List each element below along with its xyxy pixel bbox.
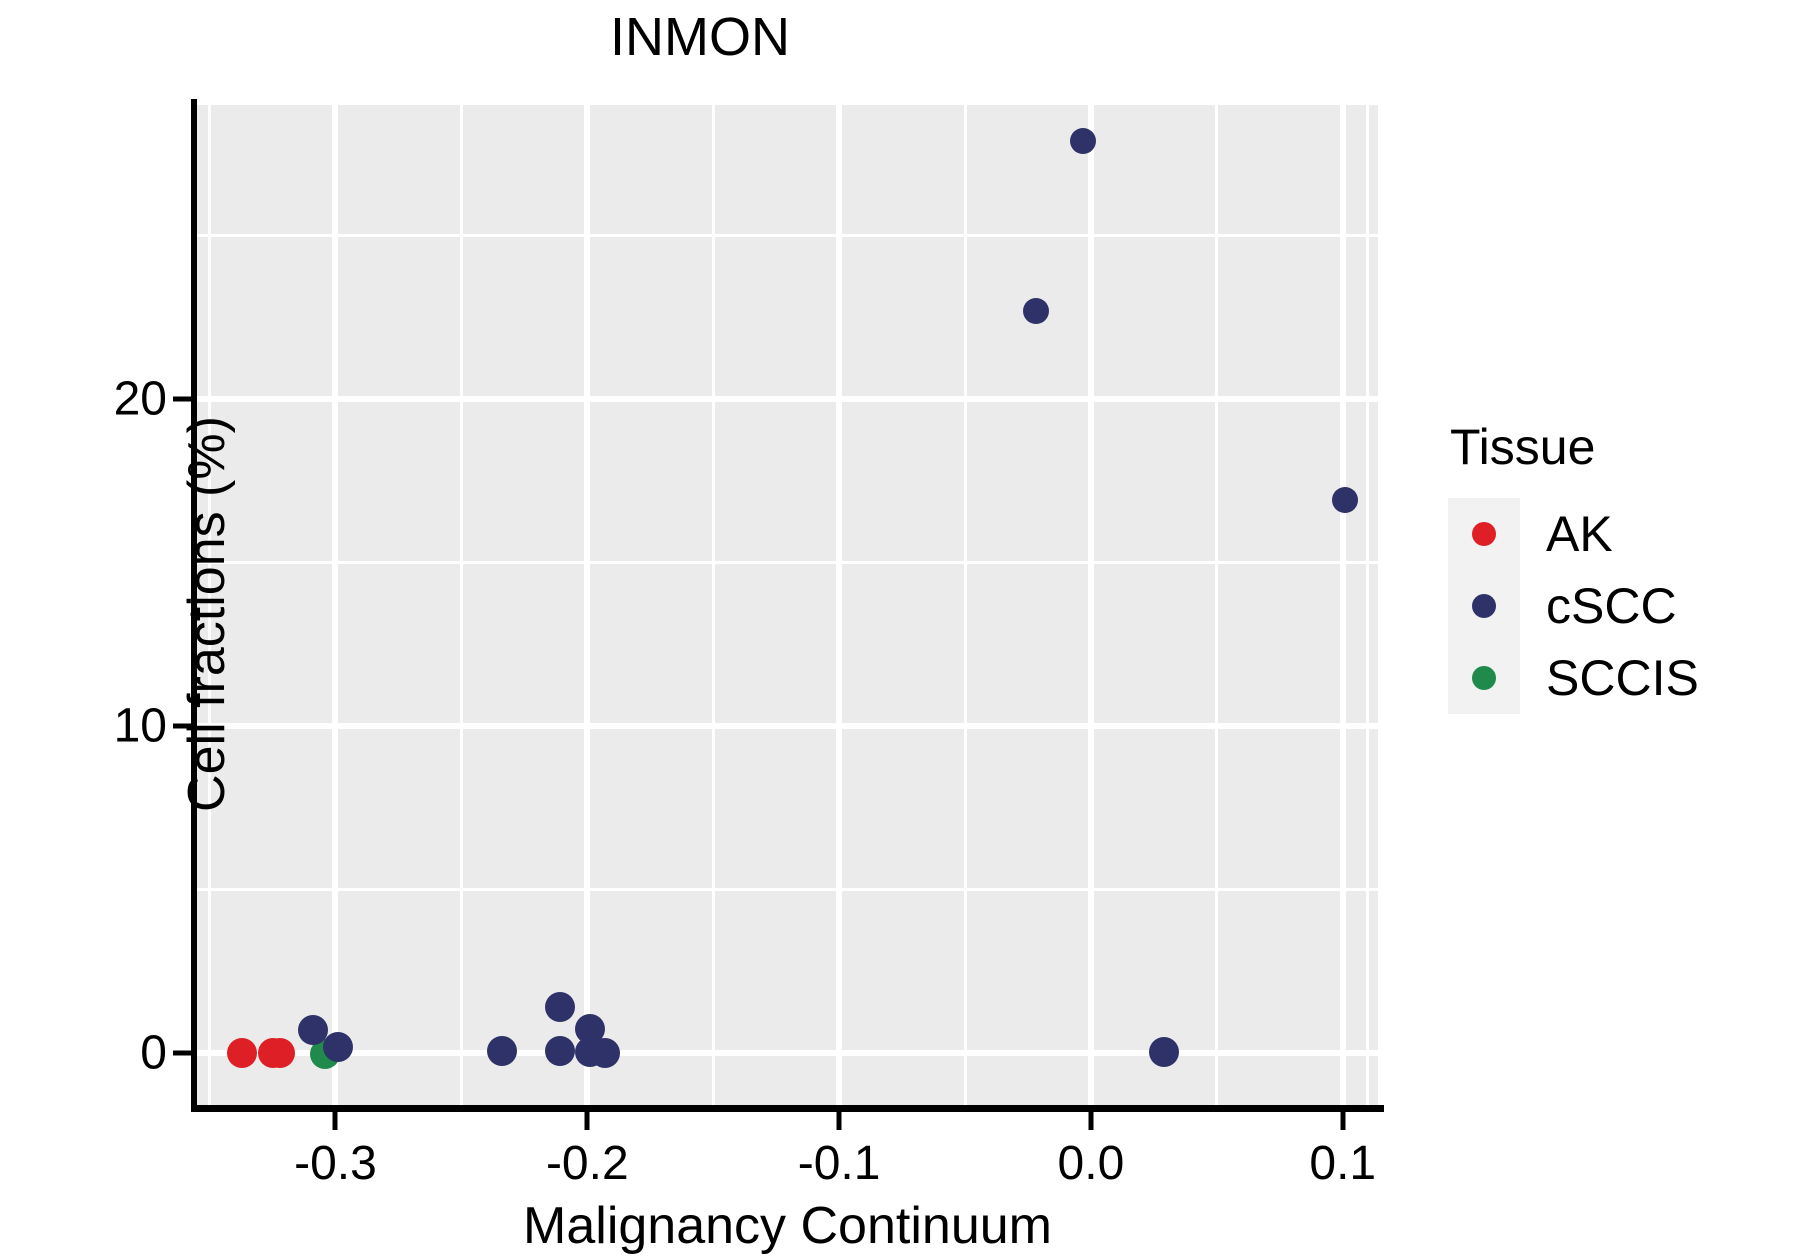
legend-key-swatch <box>1448 498 1520 570</box>
plot-panel <box>197 105 1378 1105</box>
y-tick-label: 0 <box>140 1026 167 1080</box>
x-tick-mark <box>1088 1112 1094 1130</box>
scatter-point <box>589 1037 620 1068</box>
legend-point-icon <box>1472 594 1496 618</box>
y-tick-mark <box>173 1050 191 1056</box>
gridline-minor-vertical <box>963 105 967 1105</box>
gridline-minor-vertical <box>1215 105 1219 1105</box>
gridline-major-horizontal <box>197 396 1378 403</box>
x-tick-mark <box>332 1112 338 1130</box>
legend-title: Tissue <box>1450 419 1596 475</box>
scatter-point <box>265 1037 296 1068</box>
scatter-point <box>323 1031 353 1062</box>
x-tick-mark <box>584 1112 590 1130</box>
scatter-point <box>544 1036 575 1067</box>
gridline-major-vertical <box>1087 105 1094 1105</box>
scatter-point <box>1332 487 1359 514</box>
gridline-minor-vertical <box>459 105 463 1105</box>
x-tick-mark <box>836 1112 842 1130</box>
x-tick-label: -0.1 <box>797 1137 881 1190</box>
y-tick-label: 20 <box>113 372 167 426</box>
gridline-major-vertical <box>1339 105 1346 1105</box>
gridline-major-vertical <box>332 105 339 1105</box>
y-axis-line <box>191 99 197 1111</box>
x-axis-title: Malignancy Continuum <box>523 1197 1052 1255</box>
page-title: INMON <box>610 7 790 67</box>
gridline-minor-vertical <box>711 105 715 1105</box>
x-tick-label: -0.2 <box>545 1137 629 1190</box>
x-axis-line <box>191 1105 1384 1112</box>
scatter-point <box>297 1014 328 1045</box>
scatter-point <box>544 991 575 1022</box>
gridline-major-horizontal <box>197 1049 1378 1056</box>
legend: Tissue AK cSCC SCCIS <box>1448 418 1778 714</box>
legend-item-label: SCCIS <box>1546 650 1699 706</box>
x-tick-mark <box>1340 1112 1346 1130</box>
gridline-major-vertical <box>584 105 591 1105</box>
gridline-major-vertical <box>836 105 843 1105</box>
y-axis-title: Cell fractions (%) <box>178 416 236 812</box>
gridline-minor-vertical <box>208 105 212 1105</box>
legend-item-sccis[interactable]: SCCIS <box>1448 642 1778 714</box>
legend-key-swatch <box>1448 642 1520 714</box>
gridline-major-horizontal <box>197 722 1378 729</box>
chart-root: INMON -0.3 -0.2 -0.1 0.0 0.1 0 10 20 Malignanc… <box>113 7 1778 1255</box>
y-tick-label: 10 <box>113 699 167 753</box>
legend-entries: AK cSCC SCCIS <box>1448 498 1778 714</box>
scatter-point <box>486 1036 517 1067</box>
legend-item-label: AK <box>1546 506 1613 562</box>
scatter-point <box>227 1037 258 1068</box>
scatter-point <box>1070 127 1097 154</box>
x-tick-label: 0.0 <box>1057 1137 1125 1190</box>
y-tick-mark <box>173 723 191 729</box>
x-tick-label: 0.1 <box>1309 1137 1377 1190</box>
legend-item-cscc[interactable]: cSCC <box>1448 570 1778 642</box>
gridline-minor-vertical <box>1366 105 1370 1105</box>
gridline-minor-horizontal <box>197 234 1378 238</box>
legend-key-swatch <box>1448 570 1520 642</box>
y-tick-mark <box>173 396 191 402</box>
x-tick-label: -0.3 <box>294 1137 377 1190</box>
legend-point-icon <box>1472 666 1496 690</box>
legend-point-icon <box>1472 522 1496 546</box>
scatter-point <box>1148 1037 1179 1068</box>
gridline-minor-horizontal <box>197 887 1378 891</box>
legend-item-ak[interactable]: AK <box>1448 498 1778 570</box>
legend-item-label: cSCC <box>1546 578 1677 634</box>
gridline-minor-horizontal <box>197 561 1378 565</box>
scatter-point <box>1022 297 1049 324</box>
